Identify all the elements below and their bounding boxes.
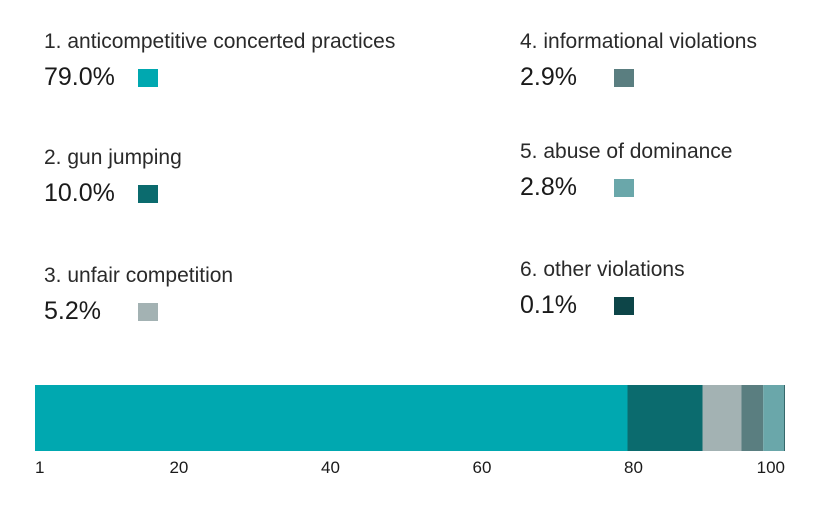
legend-item-4: 4. informational violations 2.9% [520,30,828,91]
bar-segment-4 [741,385,764,451]
legend-label-4: 4. informational violations [520,30,757,53]
bar-segment-1 [35,385,628,451]
x-tick-label-60: 60 [473,458,492,477]
legend-swatch-5 [614,179,634,197]
legend-value-6: 0.1% [520,291,577,319]
legend-value-5: 2.8% [520,173,577,201]
legend-swatch-6 [614,297,634,315]
legend-item-3: 3. unfair competition 5.2% [44,264,464,325]
legend-label-5: 5. abuse of dominance [520,140,733,163]
x-tick-label-1: 1 [35,458,44,477]
legend-swatch-3 [138,303,158,321]
legend-swatch-1 [138,69,158,87]
bar-segment-6 [784,385,785,451]
legend-item-1: 1. anticompetitive concerted practices 7… [44,30,464,91]
x-tick-label-40: 40 [321,458,340,477]
legend-value-2: 10.0% [44,179,115,207]
legend-item-6: 6. other violations 0.1% [520,258,828,319]
legend-value-3: 5.2% [44,297,101,325]
x-tick-label-80: 80 [624,458,643,477]
legend-swatch-2 [138,185,158,203]
bar-segment-5 [763,385,785,451]
x-tick-label-20: 20 [169,458,188,477]
legend-label-1: 1. anticompetitive concerted practices [44,30,396,53]
stacked-bar-chart: 1 20 40 60 80 100 [35,385,785,477]
legend-label-3: 3. unfair competition [44,264,234,287]
legend-value-4: 2.9% [520,63,577,91]
bar-segment-2 [627,385,703,451]
legend-label-6: 6. other violations [520,258,685,281]
legend-label-2: 2. gun jumping [44,146,182,169]
legend-value-1: 79.0% [44,63,115,91]
legend-item-5: 5. abuse of dominance 2.8% [520,140,828,201]
bar-segment-3 [702,385,742,451]
x-tick-label-100: 100 [757,458,785,477]
legend-swatch-4 [614,69,634,87]
legend-item-2: 2. gun jumping 10.0% [44,146,464,207]
